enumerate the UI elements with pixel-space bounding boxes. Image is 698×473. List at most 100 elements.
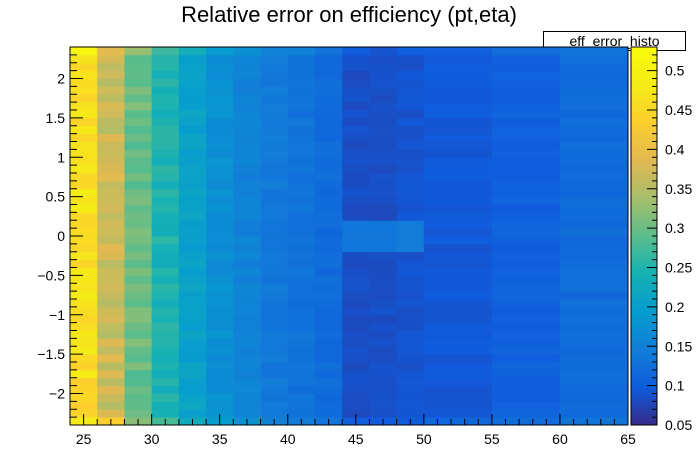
colorbar-tick-label: 0.5 — [665, 63, 685, 79]
heatmap-cell — [369, 141, 398, 150]
colorbar-segment — [631, 215, 657, 218]
colorbar-segment — [631, 213, 657, 215]
colorbar-segment — [631, 147, 657, 150]
heatmap-cell — [396, 173, 425, 182]
heatmap-cell — [178, 228, 207, 237]
heatmap-cell — [369, 212, 398, 221]
heatmap-cell — [124, 117, 153, 127]
colorbar-segment — [631, 67, 657, 70]
heatmap-cell — [369, 47, 398, 56]
heatmap-cell — [151, 117, 180, 127]
colorbar-segment — [631, 134, 657, 137]
heatmap-cell — [423, 267, 493, 276]
heatmap-cell — [233, 188, 261, 198]
heatmap-cell — [287, 196, 316, 205]
heatmap-cell — [206, 165, 234, 174]
colorbar-segment — [631, 141, 657, 144]
heatmap-cell — [559, 236, 629, 245]
colorbar-segment — [631, 309, 657, 312]
heatmap-cell — [97, 47, 125, 56]
heatmap-cell — [491, 117, 561, 127]
colorbar-segment — [631, 318, 657, 321]
heatmap-cell — [314, 291, 343, 300]
colorbar-segment — [631, 414, 657, 417]
heatmap-cell — [423, 180, 493, 190]
heatmap-cell — [423, 86, 493, 95]
heatmap-cell — [70, 141, 98, 150]
heatmap-cell — [423, 125, 493, 135]
heatmap-cell — [423, 417, 493, 426]
heatmap-cell — [233, 110, 261, 119]
heatmap-cell — [151, 267, 180, 276]
heatmap-cell — [396, 385, 425, 394]
heatmap-cell — [287, 283, 316, 292]
colorbar-segment — [631, 356, 657, 359]
heatmap-cell — [178, 401, 207, 410]
heatmap-cell — [396, 299, 425, 308]
heatmap-cell — [314, 283, 343, 292]
heatmap-cell — [314, 369, 343, 379]
colorbar-tick-label: 0.3 — [665, 220, 685, 236]
colorbar-segment — [631, 79, 657, 82]
colorbar-segment — [631, 52, 657, 55]
heatmap-cell — [314, 259, 343, 268]
colorbar-segment — [631, 124, 657, 127]
heatmap-cell — [396, 243, 425, 253]
heatmap-cell — [70, 259, 98, 268]
heatmap-cell — [314, 173, 343, 182]
heatmap-cell — [124, 70, 153, 79]
colorbar-segment — [631, 325, 657, 328]
heatmap-cell — [233, 102, 261, 111]
colorbar-segment — [631, 73, 657, 76]
colorbar-segment — [631, 76, 657, 79]
heatmap-cell — [559, 275, 629, 284]
heatmap-cell — [151, 354, 180, 363]
heatmap-cell — [423, 338, 493, 347]
heatmap-cell — [206, 212, 234, 221]
colorbar-segment — [631, 260, 657, 263]
heatmap-cell — [491, 133, 561, 142]
heatmap-cell — [124, 54, 153, 64]
heatmap-cell — [124, 409, 153, 418]
heatmap-cell — [233, 299, 261, 308]
heatmap-cell — [369, 220, 398, 229]
heatmap-cell — [287, 78, 316, 87]
heatmap-cell — [491, 401, 561, 410]
heatmap-cell — [559, 346, 629, 355]
heatmap-cell — [97, 157, 125, 166]
heatmap-cell — [342, 220, 370, 229]
heatmap-cell — [151, 322, 180, 331]
heatmap-cell — [206, 267, 234, 276]
colorbar-segment — [631, 173, 657, 175]
colorbar-segment — [631, 235, 657, 238]
colorbar-segment — [631, 278, 657, 281]
colorbar-segment — [631, 161, 657, 164]
heatmap-cell — [287, 173, 316, 182]
heatmap-cell — [178, 275, 207, 284]
heatmap-cell — [342, 212, 370, 221]
colorbar-segment — [631, 116, 657, 119]
heatmap-cell — [314, 306, 343, 316]
heatmap-cell — [206, 180, 234, 190]
colorbar-segment — [631, 331, 657, 334]
heatmap-cell — [151, 204, 180, 213]
heatmap-cell — [491, 259, 561, 268]
heatmap-cell — [233, 306, 261, 316]
heatmap-cell — [287, 409, 316, 418]
heatmap-cell — [97, 338, 125, 347]
x-tick-label: 40 — [280, 431, 296, 447]
colorbar-tick-label: 0.2 — [665, 299, 685, 315]
heatmap-cell — [151, 243, 180, 253]
x-tick-label: 60 — [552, 431, 568, 447]
colorbar-segment — [631, 285, 657, 288]
colorbar-segment — [631, 350, 657, 353]
colorbar-segment — [631, 158, 657, 161]
heatmap-cell — [396, 306, 425, 316]
heatmap-cell — [314, 125, 343, 135]
colorbar-segment — [631, 359, 657, 362]
heatmap-cell — [342, 173, 370, 182]
heatmap-cell — [559, 228, 629, 237]
heatmap-cell — [233, 322, 261, 331]
heatmap-cell — [260, 377, 289, 387]
heatmap-cell — [70, 157, 98, 166]
